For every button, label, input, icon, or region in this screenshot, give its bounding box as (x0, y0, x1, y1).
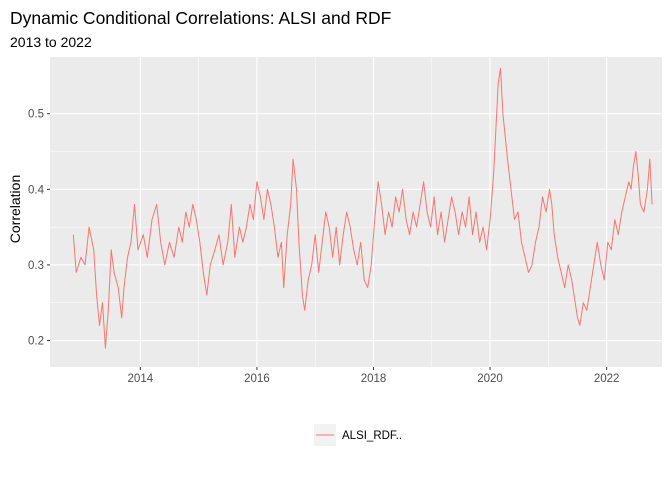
x-tick-label: 2014 (128, 373, 154, 385)
y-tick-label: 0.4 (28, 184, 45, 196)
series-layer (72, 67, 653, 349)
y-axis: 0.2 0.3 0.4 0.5 (28, 109, 50, 348)
y-tick-label: 0.3 (28, 260, 44, 272)
minor-gridlines (50, 57, 662, 367)
y-tick-label: 0.5 (28, 109, 44, 121)
chart-title: Dynamic Conditional Correlations: ALSI a… (10, 8, 391, 28)
legend: ALSI_RDF.. (314, 424, 402, 446)
x-tick-label: 2018 (361, 373, 387, 385)
x-tick-label: 2022 (594, 373, 620, 385)
x-tick-label: 2016 (244, 373, 270, 385)
legend-label: ALSI_RDF.. (342, 430, 402, 442)
chart-subtitle: 2013 to 2022 (10, 34, 92, 50)
plot-panel (50, 57, 662, 367)
y-axis-title: Correlation (7, 175, 23, 243)
y-tick-label: 0.2 (28, 336, 44, 348)
x-axis: 2014 2016 2018 2020 2022 (128, 367, 620, 385)
x-tick-label: 2020 (477, 373, 503, 385)
major-gridlines (50, 57, 662, 367)
series-line (72, 67, 653, 349)
